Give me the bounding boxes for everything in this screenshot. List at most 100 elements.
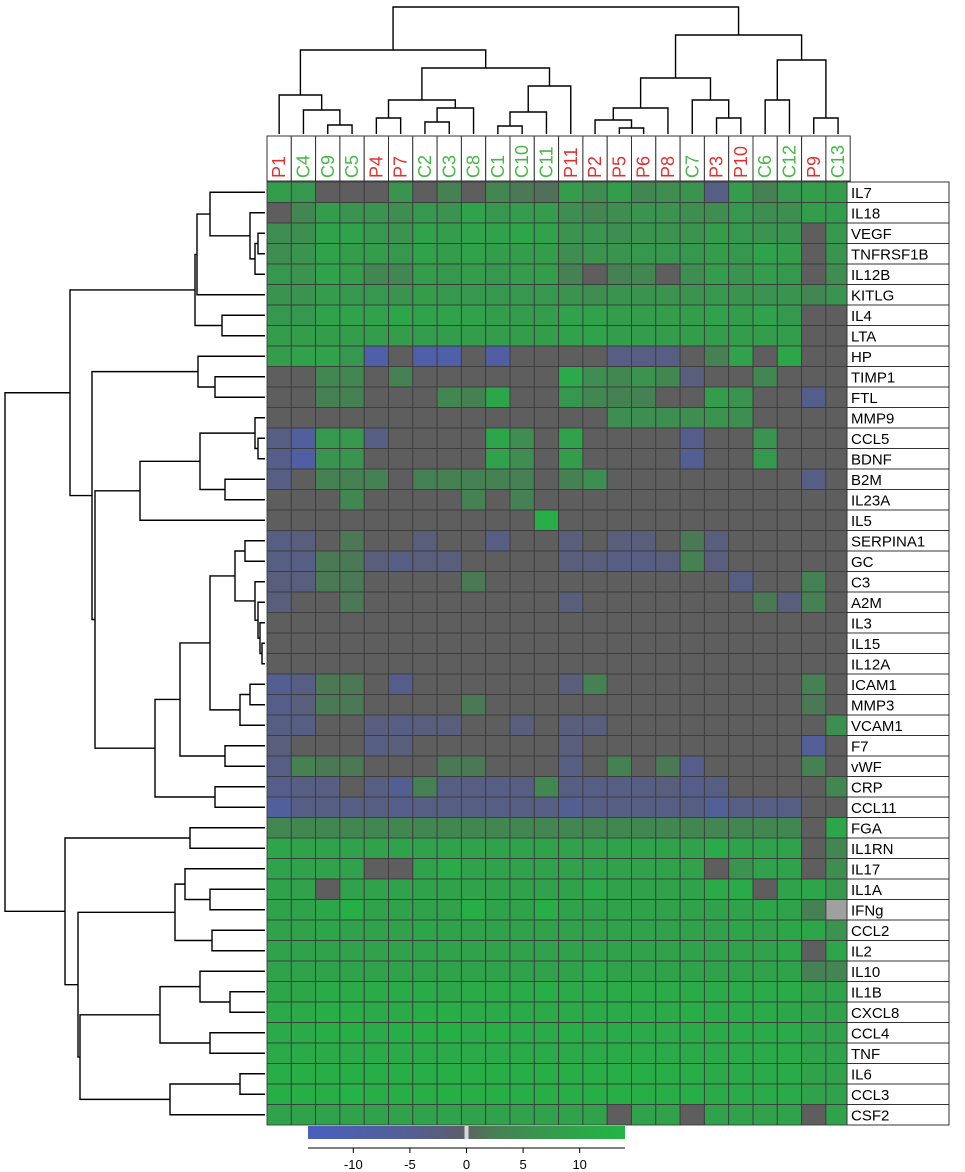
heatmap-cell xyxy=(485,612,511,634)
heatmap-cell xyxy=(776,817,803,839)
heatmap-cell xyxy=(801,837,827,859)
heatmap-cell xyxy=(703,550,730,572)
heatmap-cell xyxy=(703,304,730,326)
heatmap-cell xyxy=(655,386,681,408)
heatmap-cell xyxy=(290,263,317,285)
heatmap-cell xyxy=(728,591,754,613)
heatmap-cell xyxy=(485,181,511,203)
column-label: C6 xyxy=(752,135,778,182)
heatmap-cell xyxy=(290,181,317,203)
heatmap-cell xyxy=(558,817,584,839)
heatmap-cell xyxy=(776,673,803,695)
heatmap-cell xyxy=(509,694,535,716)
row-label-text: IL6 xyxy=(851,1066,872,1083)
heatmap-cell xyxy=(388,427,414,449)
dendrogram-branch xyxy=(159,985,210,1044)
heatmap-cell xyxy=(436,1104,462,1126)
column-label-text: C8 xyxy=(464,155,484,178)
heatmap-cell xyxy=(776,448,803,470)
heatmap-cell xyxy=(533,243,560,265)
heatmap-cell xyxy=(728,960,754,982)
heatmap-cell xyxy=(728,755,754,777)
heatmap-cell xyxy=(703,571,730,593)
heatmap-cell xyxy=(801,899,827,921)
heatmap-cell xyxy=(558,878,584,900)
heatmap-cell xyxy=(533,325,560,347)
column-label-text: C13 xyxy=(828,145,848,178)
heatmap-cell xyxy=(339,981,365,1003)
heatmap-cell xyxy=(290,653,317,675)
heatmap-cell xyxy=(436,1063,462,1085)
heatmap-cell xyxy=(679,632,705,654)
heatmap-cell xyxy=(703,345,730,367)
column-dendrogram xyxy=(278,6,839,134)
heatmap-cell xyxy=(509,653,535,675)
column-label-text: P1 xyxy=(269,156,289,178)
heatmap-cell xyxy=(290,673,317,695)
heatmap-cell xyxy=(388,181,414,203)
heatmap-cell xyxy=(436,222,462,244)
heatmap-cell xyxy=(533,817,560,839)
dendrogram-branch xyxy=(249,683,265,706)
column-label-text: C6 xyxy=(755,155,775,178)
dendrogram-branch xyxy=(594,119,633,134)
heatmap-cell xyxy=(460,960,487,982)
dendrogram-branch xyxy=(764,99,791,134)
row-label-text: FTL xyxy=(851,390,878,407)
heatmap-cell xyxy=(558,858,584,880)
heatmap-cell xyxy=(388,653,414,675)
heatmap-cell xyxy=(606,837,632,859)
heatmap-cell xyxy=(655,1022,681,1044)
heatmap-cell xyxy=(752,694,778,716)
heatmap-cells xyxy=(266,181,851,1126)
heatmap-cell xyxy=(266,837,292,859)
column-label: P5 xyxy=(606,135,633,182)
heatmap-cell xyxy=(801,796,827,818)
heatmap-cell xyxy=(776,284,803,306)
heatmap-cell xyxy=(436,284,462,306)
dendrogram-branch xyxy=(254,581,265,621)
column-label-text: C4 xyxy=(293,155,313,178)
heatmap-cell xyxy=(631,776,657,798)
heatmap-cell xyxy=(558,243,584,265)
column-label-text: C11 xyxy=(536,146,556,178)
heatmap-cell xyxy=(801,181,827,203)
heatmap-cell xyxy=(266,181,292,203)
row-label: A2M xyxy=(846,591,950,613)
heatmap-cell xyxy=(436,960,462,982)
dendrogram-branch xyxy=(257,232,265,255)
heatmap-cell xyxy=(801,325,827,347)
heatmap-cell xyxy=(363,571,389,593)
heatmap-cell xyxy=(728,1083,754,1105)
heatmap-cell xyxy=(582,1104,608,1126)
heatmap-cell xyxy=(485,345,511,367)
row-label: TNFRSF1B xyxy=(846,243,950,265)
heatmap-cell xyxy=(412,366,438,388)
heatmap-cell xyxy=(728,817,754,839)
heatmap-cell xyxy=(728,735,754,757)
heatmap-cell xyxy=(412,632,438,654)
heatmap-cell xyxy=(679,366,705,388)
heatmap-cell xyxy=(436,509,462,531)
heatmap-cell xyxy=(801,632,827,654)
heatmap-cell xyxy=(509,202,535,224)
dendrogram-branch xyxy=(154,698,215,798)
row-label: KITLG xyxy=(846,284,950,306)
column-label-text: C5 xyxy=(342,155,362,178)
heatmap-cell xyxy=(801,735,827,757)
heatmap-cell xyxy=(776,1104,803,1126)
heatmap-cell xyxy=(266,858,292,880)
heatmap-cell xyxy=(606,530,632,552)
heatmap-cell xyxy=(388,776,414,798)
heatmap-cell xyxy=(728,1042,754,1064)
heatmap-cell xyxy=(801,776,827,798)
row-label-text: IL12B xyxy=(851,267,890,284)
heatmap-cell xyxy=(703,468,730,490)
heatmap-cell xyxy=(582,776,608,798)
dendrogram-branch xyxy=(813,117,839,134)
heatmap-cell xyxy=(460,489,487,511)
heatmap-cell xyxy=(363,919,389,941)
heatmap-cell xyxy=(315,284,341,306)
heatmap-cell xyxy=(315,960,341,982)
heatmap-cell xyxy=(728,263,754,285)
